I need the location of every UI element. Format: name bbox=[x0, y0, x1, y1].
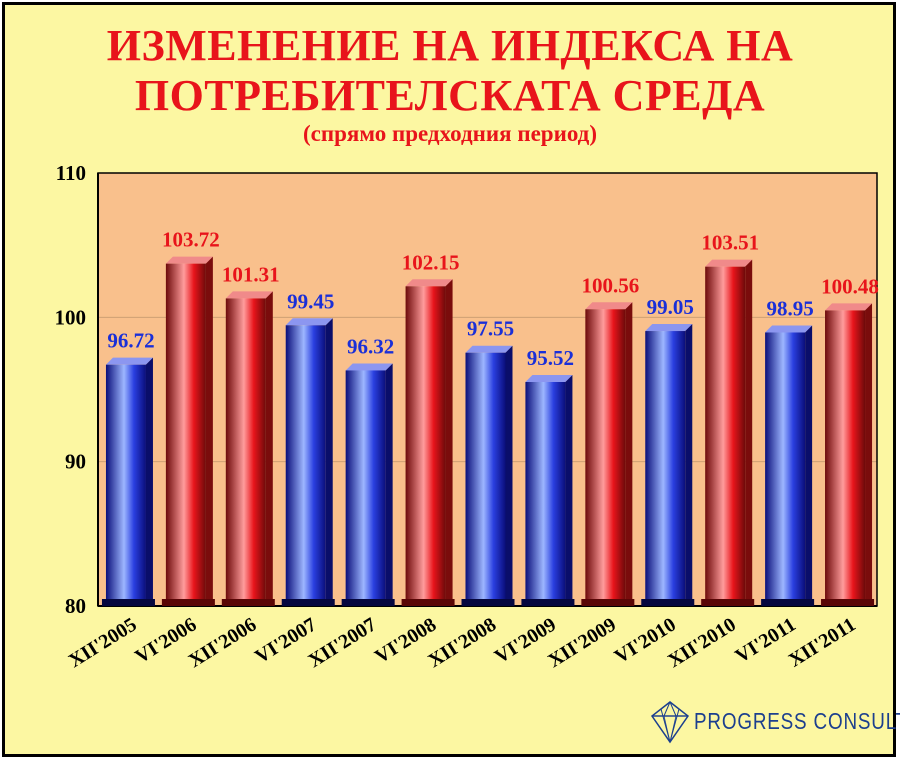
x-tick-label: XII'2006 bbox=[185, 614, 261, 673]
bar bbox=[461, 345, 515, 606]
bar-side bbox=[205, 256, 213, 606]
bar-base bbox=[281, 599, 335, 606]
bar-base bbox=[641, 599, 695, 606]
logo-text: PROGRESS CONSULT bbox=[694, 708, 900, 734]
bar-front bbox=[465, 352, 506, 606]
data-label: 102.15 bbox=[402, 250, 460, 274]
x-tick-label: XII'2007 bbox=[305, 614, 381, 673]
bar-front bbox=[405, 286, 446, 606]
bar-side bbox=[685, 324, 693, 606]
bar-base bbox=[161, 599, 215, 606]
bar-side bbox=[325, 318, 333, 606]
bar-base bbox=[221, 599, 275, 606]
data-label: 96.72 bbox=[107, 329, 154, 353]
bar-base bbox=[461, 599, 515, 606]
chart-subtitle: (спрямо предходния период) bbox=[303, 121, 597, 146]
chart-title-line2: ПОТРЕБИТЕЛСКАТА СРЕДА bbox=[134, 71, 766, 120]
bar-top bbox=[525, 374, 573, 382]
x-tick-label: XII'2011 bbox=[785, 614, 860, 672]
y-tick-label: 80 bbox=[65, 594, 86, 618]
bar-front bbox=[585, 309, 626, 606]
bar bbox=[221, 291, 275, 606]
data-label: 101.31 bbox=[222, 262, 280, 286]
x-tick-label: XII'2008 bbox=[424, 614, 500, 673]
bar-base bbox=[701, 599, 755, 606]
bar-base bbox=[101, 599, 155, 606]
data-label: 97.55 bbox=[467, 317, 514, 341]
bar-top bbox=[645, 324, 693, 332]
bar-top bbox=[225, 291, 273, 299]
bar bbox=[701, 259, 755, 606]
bar-top bbox=[345, 363, 393, 371]
data-label: 98.95 bbox=[766, 296, 813, 320]
bar-front bbox=[705, 266, 746, 606]
bar bbox=[341, 363, 395, 606]
bar-side bbox=[265, 291, 273, 606]
diamond-logo-icon bbox=[650, 701, 690, 744]
data-label: 99.05 bbox=[647, 295, 694, 319]
bar bbox=[521, 374, 575, 606]
data-label: 103.51 bbox=[701, 231, 759, 255]
bar-front bbox=[225, 298, 266, 606]
bar-front bbox=[345, 370, 386, 606]
bar bbox=[761, 325, 815, 606]
bar-side bbox=[565, 374, 573, 606]
bar-top bbox=[165, 256, 213, 264]
bar-front bbox=[825, 310, 866, 606]
bar-top bbox=[705, 259, 753, 267]
bar bbox=[641, 324, 695, 606]
bar-front bbox=[165, 263, 206, 606]
y-tick-label: 110 bbox=[56, 161, 86, 185]
bar bbox=[101, 357, 155, 606]
bar-base bbox=[521, 599, 575, 606]
bar-base bbox=[401, 599, 455, 606]
bar bbox=[581, 302, 635, 606]
data-label: 95.52 bbox=[527, 346, 574, 370]
bar-side bbox=[445, 279, 453, 606]
bar bbox=[401, 279, 455, 606]
y-tick-label: 90 bbox=[65, 450, 86, 474]
bar-top bbox=[285, 318, 333, 326]
bar-top bbox=[465, 345, 513, 353]
bar-top bbox=[765, 325, 813, 333]
company-logo: PROGRESS CONSULT bbox=[648, 700, 900, 744]
bar-side bbox=[625, 302, 633, 606]
bar-top bbox=[585, 302, 633, 310]
x-tick-label: XII'2005 bbox=[65, 614, 141, 673]
bar-side bbox=[865, 303, 873, 606]
bar-side bbox=[805, 325, 813, 606]
chart-title: ИЗМЕНЕНИЕ НА ИНДЕКСА НА bbox=[106, 21, 794, 70]
bar bbox=[161, 256, 215, 606]
data-label: 96.32 bbox=[347, 334, 394, 358]
bar-front bbox=[105, 364, 146, 606]
bar-top bbox=[405, 279, 453, 287]
x-tick-label: XII'2009 bbox=[544, 614, 620, 673]
bar-front bbox=[285, 325, 326, 606]
data-label: 100.56 bbox=[581, 273, 639, 297]
bar-base bbox=[341, 599, 395, 606]
bar-base bbox=[761, 599, 815, 606]
x-tick-label: XII'2010 bbox=[664, 614, 740, 673]
data-label: 103.72 bbox=[162, 228, 220, 252]
y-tick-label: 100 bbox=[55, 305, 87, 329]
bar-side bbox=[145, 357, 153, 606]
bar-side bbox=[385, 363, 393, 606]
bar-base bbox=[821, 599, 875, 606]
bar-top bbox=[825, 303, 873, 311]
bar-front bbox=[525, 381, 566, 606]
bar bbox=[281, 318, 335, 606]
bar-top bbox=[105, 357, 153, 365]
bar-side bbox=[505, 345, 513, 606]
bar-base bbox=[581, 599, 635, 606]
data-label: 100.48 bbox=[821, 274, 879, 298]
bar bbox=[821, 303, 875, 606]
data-label: 99.45 bbox=[287, 289, 334, 313]
bar-front bbox=[645, 331, 686, 606]
bar-side bbox=[745, 259, 753, 606]
bar-front bbox=[765, 332, 806, 606]
